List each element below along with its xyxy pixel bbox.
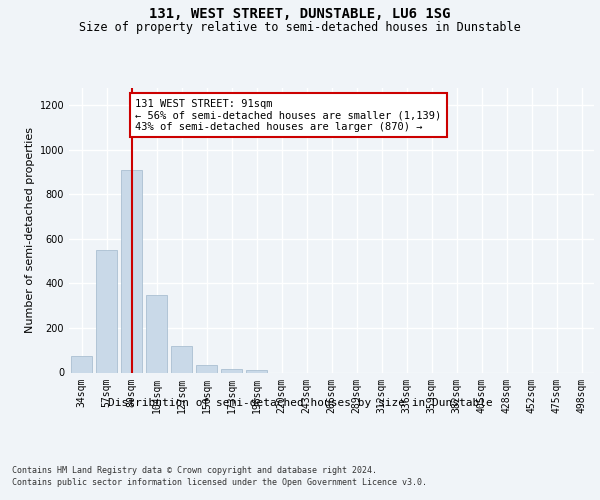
Y-axis label: Number of semi-detached properties: Number of semi-detached properties [25,127,35,333]
Bar [196,364,217,372]
Text: Contains HM Land Registry data © Crown copyright and database right 2024.: Contains HM Land Registry data © Crown c… [12,466,377,475]
Bar [96,250,117,372]
Bar [171,346,192,372]
Text: 131, WEST STREET, DUNSTABLE, LU6 1SG: 131, WEST STREET, DUNSTABLE, LU6 1SG [149,8,451,22]
Bar [246,370,267,372]
Bar [71,356,92,372]
Bar [121,170,142,372]
Text: Size of property relative to semi-detached houses in Dunstable: Size of property relative to semi-detach… [79,21,521,34]
Text: Contains public sector information licensed under the Open Government Licence v3: Contains public sector information licen… [12,478,427,487]
Bar [221,368,242,372]
Text: 131 WEST STREET: 91sqm
← 56% of semi-detached houses are smaller (1,139)
43% of : 131 WEST STREET: 91sqm ← 56% of semi-det… [135,98,442,132]
Bar [146,294,167,372]
Text: Distribution of semi-detached houses by size in Dunstable: Distribution of semi-detached houses by … [107,398,493,407]
